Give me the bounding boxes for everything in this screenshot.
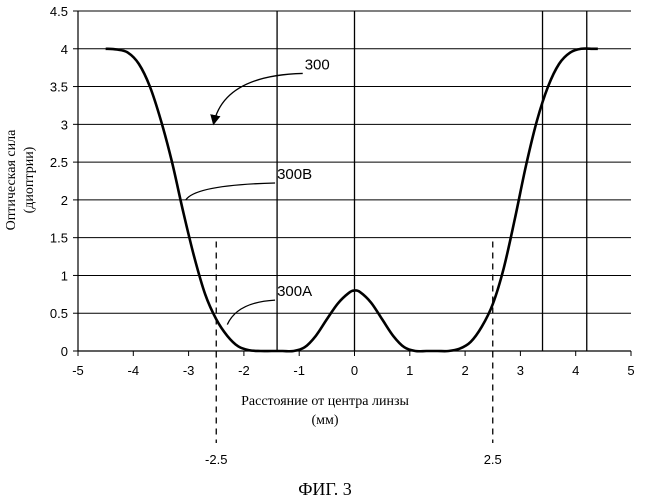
x-tick-label: -5	[72, 363, 84, 378]
y-tick-label: 2	[61, 193, 68, 208]
x-tick-label: 3	[517, 363, 524, 378]
x-tick-label: -2	[238, 363, 250, 378]
x-tick-label: -1	[293, 363, 305, 378]
y-tick-label: 1.5	[50, 231, 68, 246]
x-tick-label: 4	[572, 363, 579, 378]
x-tick-label: -4	[128, 363, 140, 378]
dashed-line-label: 2.5	[484, 452, 502, 467]
y-tick-label: 4.5	[50, 4, 68, 19]
y-tick-label: 3.5	[50, 80, 68, 95]
y-tick-label: 3	[61, 117, 68, 132]
annotation-leader-1	[186, 183, 275, 200]
annotations-layer: 300 300B 300A	[186, 56, 330, 324]
x-axis-unit-label: (мм)	[311, 413, 338, 428]
y-tick-label: 4	[61, 42, 68, 57]
annotation-label: 300	[305, 56, 330, 73]
x-tick-label: 2	[461, 363, 468, 378]
x-axis-label: Расстояние от центра линзы	[241, 394, 409, 409]
annotation-label: 300A	[277, 283, 312, 300]
x-tick-label: 5	[627, 363, 634, 378]
dashed-line-label: -2.5	[205, 452, 227, 467]
annotation-leader-2	[227, 300, 275, 324]
y-tick-label: 2.5	[50, 155, 68, 170]
axes-layer	[73, 11, 631, 356]
annotation-leader-0	[213, 73, 302, 124]
y-tick-label: 1	[61, 268, 68, 283]
y-tick-label: 0	[61, 344, 68, 359]
y-axis-label: Оптическая сила	[4, 129, 19, 230]
annotation-label: 300B	[277, 166, 312, 183]
y-tick-label: 0.5	[50, 306, 68, 321]
figure-caption: ФИГ. 3	[298, 479, 352, 499]
y-axis-unit-label: (диоптрии)	[22, 146, 37, 213]
x-tick-label: -3	[183, 363, 195, 378]
x-tick-label: 1	[406, 363, 413, 378]
x-tick-label: 0	[351, 363, 358, 378]
vertical-lines-layer	[216, 11, 587, 443]
